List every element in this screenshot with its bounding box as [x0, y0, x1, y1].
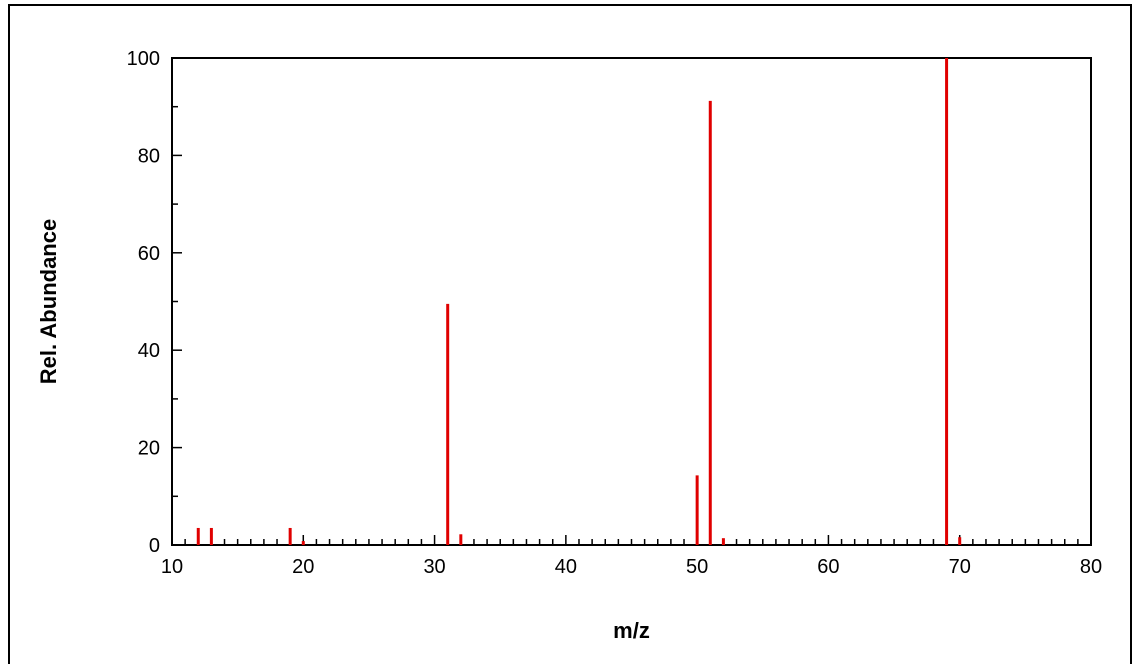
mass-spectrum-chart: 10 20 30 40 50 60 70 80 0 20 40 60 80 100 m/z Rel. A…	[36, 48, 1102, 643]
y-axis-tick-labels: 0 20 40 60 80 100	[127, 48, 160, 557]
y-tick-label: 60	[138, 243, 160, 265]
y-tick-label: 100	[127, 48, 160, 70]
x-tick-label: 60	[817, 556, 839, 578]
x-tick-label: 50	[686, 556, 708, 578]
y-tick-label: 20	[138, 438, 160, 460]
figure-frame	[8, 4, 1132, 664]
y-axis-ticks	[172, 57, 182, 546]
spectrum-peaks	[196, 58, 962, 545]
x-tick-label: 20	[292, 556, 314, 578]
y-tick-label: 40	[138, 340, 160, 362]
x-axis-ticks	[171, 535, 1092, 545]
x-tick-label: 30	[423, 556, 445, 578]
x-tick-label: 80	[1080, 556, 1102, 578]
x-axis-tick-labels: 10 20 30 40 50 60 70 80	[161, 556, 1102, 578]
x-axis-title: m/z	[613, 618, 650, 643]
plot-area	[171, 57, 1092, 546]
x-tick-label: 40	[555, 556, 577, 578]
x-tick-label: 70	[949, 556, 971, 578]
y-tick-label: 80	[138, 145, 160, 167]
x-tick-label: 10	[161, 556, 183, 578]
y-axis-title: Rel. Abundance	[36, 219, 61, 384]
y-tick-label: 0	[149, 535, 160, 557]
